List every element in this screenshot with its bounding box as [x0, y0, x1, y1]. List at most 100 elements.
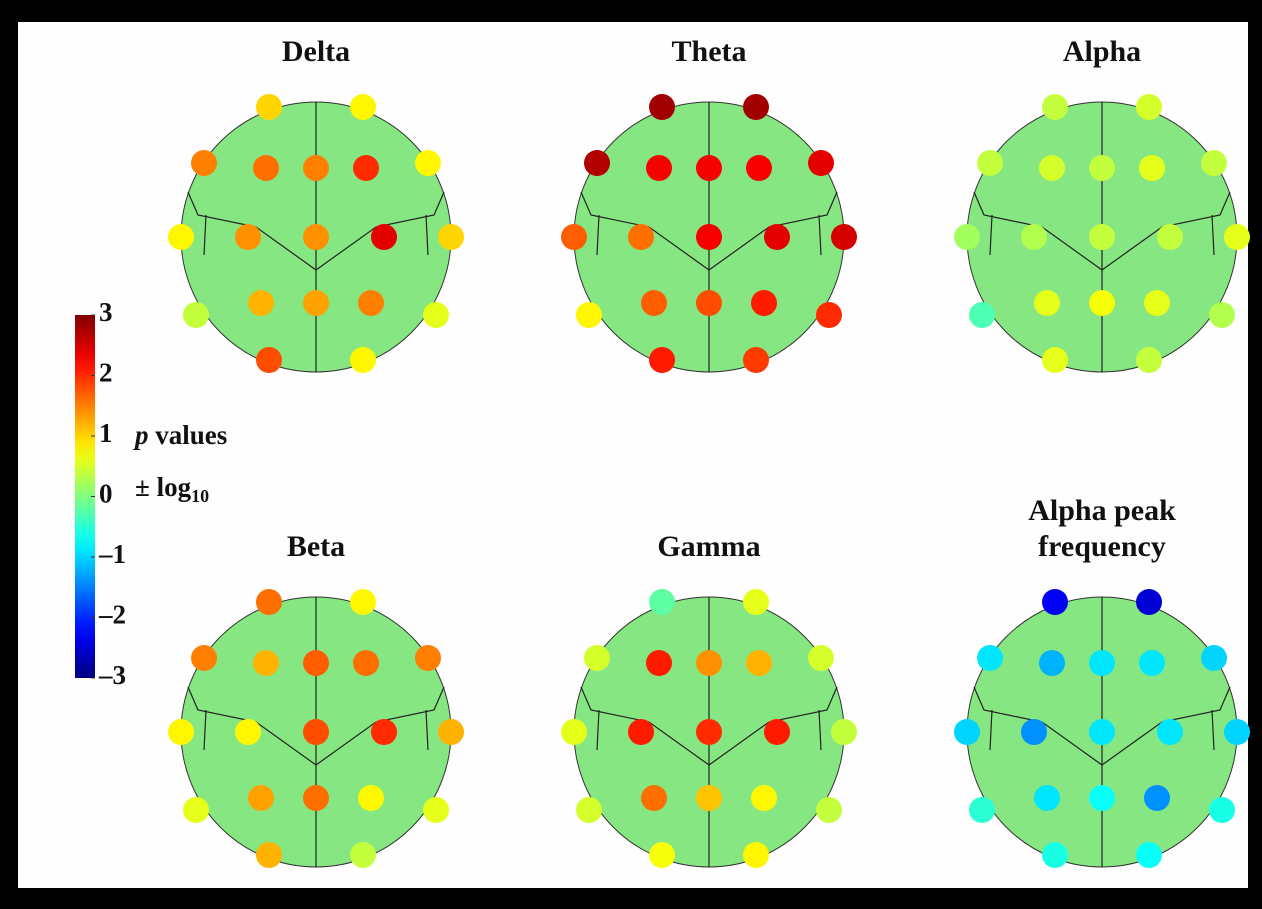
outline — [1101, 686, 1231, 766]
electrode — [256, 347, 282, 373]
outline — [818, 709, 822, 751]
outline — [1211, 709, 1215, 751]
topomap — [954, 94, 1250, 373]
outline — [203, 709, 207, 751]
electrode — [1034, 785, 1060, 811]
electrode — [303, 719, 329, 745]
electrode — [183, 302, 209, 328]
electrode — [1209, 302, 1235, 328]
outline — [1101, 191, 1231, 271]
colorbar-scale-subscript: 10 — [191, 486, 209, 506]
electrode — [641, 785, 667, 811]
electrode — [1224, 719, 1250, 745]
outline — [187, 686, 317, 766]
electrode — [649, 94, 675, 120]
electrode — [1042, 842, 1068, 868]
electrode — [646, 650, 672, 676]
outline — [708, 686, 838, 766]
electrode — [303, 785, 329, 811]
electrode — [977, 150, 1003, 176]
outline — [596, 214, 600, 256]
electrode — [1089, 224, 1115, 250]
electrode — [1021, 224, 1047, 250]
electrode — [303, 650, 329, 676]
colorbar-tick-label: 3 — [99, 297, 113, 327]
electrode — [561, 719, 587, 745]
map-title: Gamma — [657, 530, 760, 563]
electrode — [743, 842, 769, 868]
outline — [818, 214, 822, 256]
outline — [989, 214, 993, 256]
electrode — [696, 785, 722, 811]
topomap — [168, 589, 464, 868]
electrode — [584, 645, 610, 671]
electrode — [584, 150, 610, 176]
electrode — [576, 302, 602, 328]
colorbar-tick-label: 2 — [99, 358, 113, 388]
electrode — [816, 302, 842, 328]
colorbar-tick-label: –3 — [98, 660, 126, 690]
electrode — [253, 650, 279, 676]
electrode — [235, 224, 261, 250]
electrode — [1089, 290, 1115, 316]
electrode — [1034, 290, 1060, 316]
electrode — [816, 797, 842, 823]
electrode — [235, 719, 261, 745]
electrode — [764, 224, 790, 250]
topomap — [561, 94, 857, 373]
electrode — [1089, 785, 1115, 811]
electrode — [303, 155, 329, 181]
electrode — [1089, 650, 1115, 676]
electrode — [1021, 719, 1047, 745]
electrode — [641, 290, 667, 316]
electrode — [696, 224, 722, 250]
electrode — [1042, 589, 1068, 615]
electrode — [1224, 224, 1250, 250]
electrode — [743, 94, 769, 120]
outline — [315, 686, 445, 766]
electrode — [438, 224, 464, 250]
electrode — [256, 589, 282, 615]
outline — [580, 191, 710, 271]
electrode — [831, 224, 857, 250]
electrode — [1157, 719, 1183, 745]
electrode — [1089, 719, 1115, 745]
outline — [708, 191, 838, 271]
outline — [187, 191, 317, 271]
electrode — [423, 302, 449, 328]
electrode — [183, 797, 209, 823]
colorbar — [75, 315, 95, 678]
map-title: Alpha peak — [1028, 494, 1176, 527]
outline — [973, 686, 1103, 766]
outline — [973, 191, 1103, 271]
outline — [596, 709, 600, 751]
colorbar-tick-label: 0 — [99, 479, 113, 509]
electrode — [1139, 650, 1165, 676]
outline — [425, 214, 429, 256]
electrode — [746, 650, 772, 676]
electrode — [1136, 347, 1162, 373]
topomap — [561, 589, 857, 868]
outline — [315, 191, 445, 271]
outline — [989, 709, 993, 751]
electrode — [1089, 155, 1115, 181]
outline — [1211, 214, 1215, 256]
electrode — [743, 589, 769, 615]
electrode — [1139, 155, 1165, 181]
electrode — [954, 224, 980, 250]
electrode — [350, 347, 376, 373]
electrode — [353, 650, 379, 676]
electrode — [358, 290, 384, 316]
electrode — [1144, 785, 1170, 811]
outline — [580, 686, 710, 766]
electrode — [358, 785, 384, 811]
map-title: Theta — [672, 35, 747, 68]
electrode — [751, 785, 777, 811]
map-title: Beta — [287, 530, 345, 563]
electrode — [303, 224, 329, 250]
electrode — [743, 347, 769, 373]
electrode — [561, 224, 587, 250]
electrode — [350, 842, 376, 868]
electrode — [649, 347, 675, 373]
electrode — [253, 155, 279, 181]
